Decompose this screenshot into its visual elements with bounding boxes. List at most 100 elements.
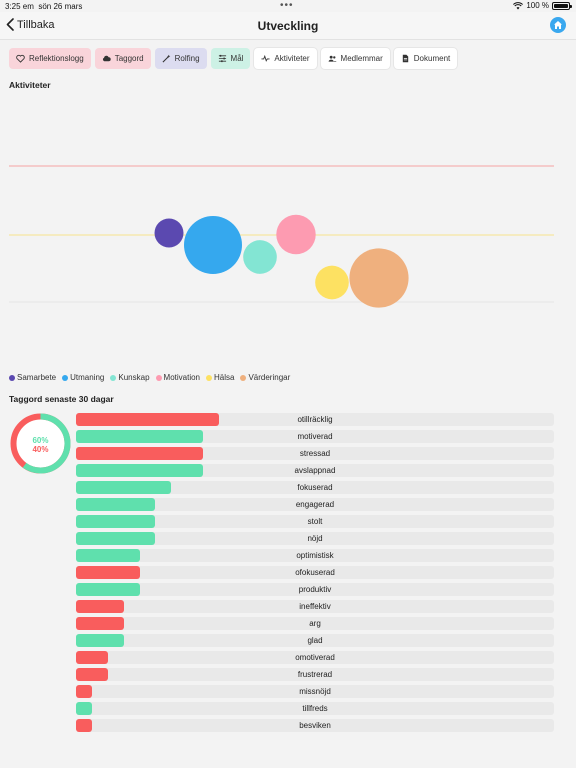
tag-row-motiverad[interactable]: motiverad: [76, 430, 554, 443]
legend-dot: [155, 374, 162, 381]
tag-row-arg[interactable]: arg: [76, 617, 554, 630]
tag-bar-fill: [76, 583, 140, 596]
tag-label: missnöjd: [299, 687, 331, 696]
legend-dot: [206, 374, 212, 381]
tab-rolfing[interactable]: Rolfing: [154, 48, 207, 69]
tag-row-glad[interactable]: glad: [76, 634, 554, 647]
legend-dot: [62, 374, 69, 381]
back-label: Tillbaka: [17, 18, 55, 31]
donut-percentages: 60% 40%: [9, 436, 72, 454]
bubble-motivation[interactable]: [276, 214, 316, 255]
legend-item: Utmaning: [62, 373, 104, 382]
tab-dokument[interactable]: Dokument: [393, 48, 458, 69]
legend-label: Kunskap: [118, 373, 150, 382]
legend-item: Hälsa: [206, 373, 234, 382]
tab-label: Mål: [230, 54, 244, 63]
tag-row-produktiv[interactable]: produktiv: [76, 583, 554, 596]
tag-row-besviken[interactable]: besviken: [76, 719, 554, 732]
tab-medlemmar[interactable]: Medlemmar: [320, 48, 390, 69]
wifi-icon: [513, 1, 524, 9]
back-button[interactable]: Tillbaka: [6, 18, 55, 31]
document-icon: [402, 54, 408, 63]
tag-label: ineffektiv: [299, 602, 331, 611]
tag-label: glad: [307, 636, 323, 645]
tag-bar-fill: [76, 515, 156, 528]
tag-row-missnöjd[interactable]: missnöjd: [76, 685, 554, 698]
tag-row-frustrerad[interactable]: frustrerad: [76, 668, 554, 681]
sliders-icon: [218, 54, 226, 63]
tag-bar-fill: [76, 532, 156, 545]
tag-label: besviken: [299, 721, 331, 730]
home-button[interactable]: [550, 17, 566, 33]
tag-bar-fill: [76, 447, 204, 460]
bubble-samarbete[interactable]: [154, 218, 184, 248]
bubble-utmaning[interactable]: [184, 216, 242, 274]
legend-label: Motivation: [163, 373, 200, 382]
tag-bar-fill: [76, 651, 108, 664]
tag-row-stressad[interactable]: stressad: [76, 447, 554, 460]
tag-row-ofokuserad[interactable]: ofokuserad: [76, 566, 554, 579]
tag-bar-fill: [76, 634, 124, 647]
chevron-left-icon: [6, 18, 14, 31]
negative-percent: 40%: [32, 445, 49, 454]
tag-label: omotiverad: [295, 653, 335, 662]
tag-row-engagerad[interactable]: engagerad: [76, 498, 554, 511]
tag-label: stolt: [307, 517, 323, 526]
legend-label: Utmaning: [70, 373, 105, 382]
tag-label: nöjd: [307, 534, 323, 543]
tab-taggord[interactable]: Taggord: [94, 48, 151, 69]
tag-bar-fill: [76, 685, 92, 698]
positive-percent: 60%: [32, 436, 49, 445]
tab-label: Rolfing: [174, 54, 200, 63]
tab-reflektionslogg[interactable]: Reflektionslogg: [9, 48, 91, 69]
activities-title: Aktiviteter: [9, 80, 51, 90]
tag-row-otillräcklig[interactable]: otillräcklig: [76, 413, 554, 426]
tag-row-fokuserad[interactable]: fokuserad: [76, 481, 554, 494]
status-right: 100 %: [513, 1, 572, 10]
activity-icon: [261, 54, 270, 62]
cloud-icon: [102, 55, 111, 62]
bubble-värderingar[interactable]: [349, 248, 409, 308]
tag-bar-fill: [76, 702, 92, 715]
sentiment-donut-chart: [10, 413, 71, 474]
tag-row-stolt[interactable]: stolt: [76, 515, 554, 528]
tab-label: Aktiviteter: [274, 54, 310, 63]
tag-row-nöjd[interactable]: nöjd: [76, 532, 554, 545]
donut-positive-arc: [10, 413, 71, 474]
home-icon: [554, 21, 562, 29]
legend-label: Värderingar: [248, 373, 291, 382]
legend-label: Samarbete: [17, 373, 57, 382]
tag-bar-fill: [76, 549, 140, 562]
bubble-hälsa[interactable]: [315, 265, 349, 300]
tag-label: optimistisk: [296, 551, 334, 560]
tag-label: produktiv: [298, 585, 332, 594]
status-bar: 3:25 em sön 26 mars ••• 100 %: [0, 0, 576, 12]
tag-bar-fill: [76, 668, 108, 681]
tag-row-optimistisk[interactable]: optimistisk: [76, 549, 554, 562]
tag-bar-fill: [76, 600, 124, 613]
tag-row-tillfreds[interactable]: tillfreds: [76, 702, 554, 715]
tab-mal[interactable]: Mål: [210, 48, 251, 69]
wand-icon: [162, 54, 170, 63]
tag-word-bars: otillräcklig motiverad stressad avslappnad f…: [76, 413, 554, 736]
legend-label: Hälsa: [214, 373, 235, 382]
tag-row-omotiverad[interactable]: omotiverad: [76, 651, 554, 664]
tab-aktiviteter[interactable]: Aktiviteter: [254, 48, 317, 69]
multitask-dots-icon[interactable]: •••: [280, 0, 294, 11]
tag-bar-fill: [76, 464, 204, 477]
tag-label: arg: [309, 619, 321, 628]
tag-label: ofokuserad: [295, 568, 335, 577]
legend-dot: [110, 374, 117, 381]
tag-label: avslappnad: [294, 466, 336, 475]
tag-label: otillräcklig: [297, 415, 333, 424]
tag-label: fokuserad: [297, 483, 333, 492]
tab-label: Reflektionslogg: [29, 54, 84, 63]
tag-bar-fill: [76, 498, 156, 511]
bubble-kunskap[interactable]: [243, 240, 277, 274]
tag-row-avslappnad[interactable]: avslappnad: [76, 464, 554, 477]
tag-row-ineffektiv[interactable]: ineffektiv: [76, 600, 554, 613]
tag-bar-fill: [76, 566, 140, 579]
legend-item: Samarbete: [9, 373, 56, 382]
heart-icon: [16, 54, 25, 63]
tag-label: engagerad: [295, 500, 335, 509]
